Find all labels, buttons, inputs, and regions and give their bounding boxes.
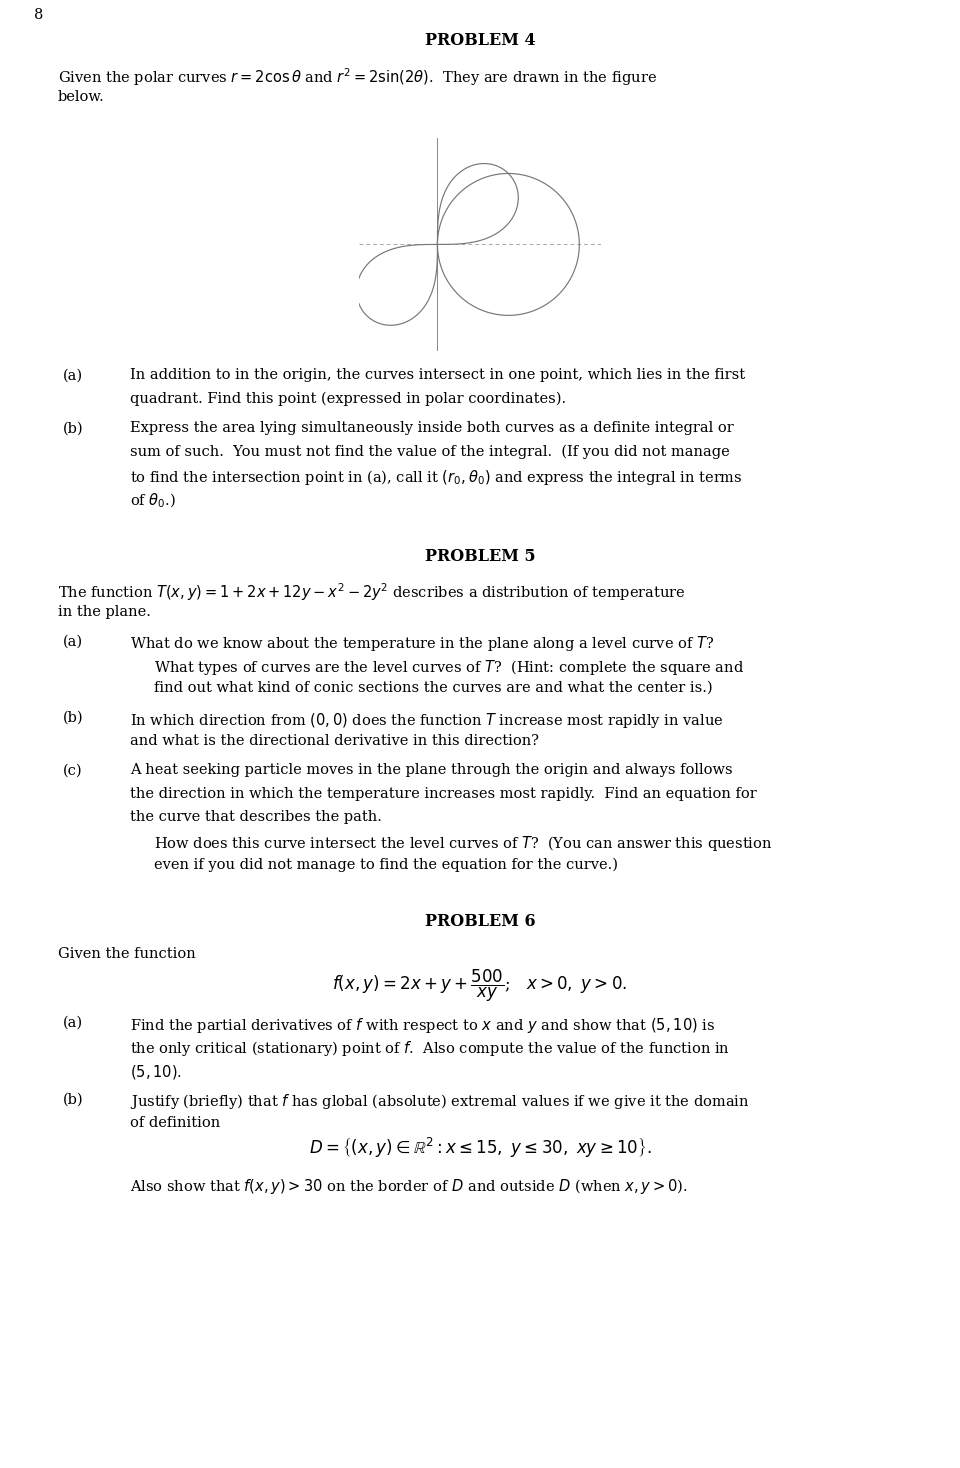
Text: $f(x,y) = 2x + y + \dfrac{500}{xy}$;$\quad x > 0,\ y > 0.$: $f(x,y) = 2x + y + \dfrac{500}{xy}$;$\qu… (332, 967, 628, 1004)
Text: Find the partial derivatives of $f$ with respect to $x$ and $y$ and show that $(: Find the partial derivatives of $f$ with… (130, 1016, 715, 1035)
Text: sum of such.  You must not find the value of the integral.  (If you did not mana: sum of such. You must not find the value… (130, 445, 730, 459)
Text: (a): (a) (62, 634, 83, 649)
Text: below.: below. (58, 90, 105, 104)
Text: (a): (a) (62, 1016, 83, 1031)
Text: In which direction from $(0,0)$ does the function $T$ increase most rapidly in v: In which direction from $(0,0)$ does the… (130, 711, 723, 730)
Text: of $\theta_0$.): of $\theta_0$.) (130, 492, 176, 511)
Text: How does this curve intersect the level curves of $T$?  (You can answer this que: How does this curve intersect the level … (154, 834, 772, 853)
Text: to find the intersection point in (a), call it $(r_0, \theta_0)$ and express the: to find the intersection point in (a), c… (130, 468, 742, 487)
Text: find out what kind of conic sections the curves are and what the center is.): find out what kind of conic sections the… (154, 681, 712, 696)
Text: What types of curves are the level curves of $T$?  (Hint: complete the square an: What types of curves are the level curve… (154, 658, 744, 677)
Text: the direction in which the temperature increases most rapidly.  Find an equation: the direction in which the temperature i… (130, 787, 756, 802)
Text: the curve that describes the path.: the curve that describes the path. (130, 810, 381, 825)
Text: (b): (b) (62, 421, 83, 436)
Text: Also show that $f(x,y)>30$ on the border of $D$ and outside $D$ (when $x, y > 0$: Also show that $f(x,y)>30$ on the border… (130, 1177, 687, 1196)
Text: of definition: of definition (130, 1116, 220, 1130)
Text: Express the area lying simultaneously inside both curves as a definite integral : Express the area lying simultaneously in… (130, 421, 733, 436)
Text: Given the polar curves $r = 2\cos\theta$ and $r^2 = 2\sin(2\theta)$.  They are d: Given the polar curves $r = 2\cos\theta$… (58, 66, 657, 88)
Text: $D = \left\{(x,y)\in\mathbb{R}^2 : x\leq 15,\ y\leq 30,\ xy\geq 10\right\}.$: $D = \left\{(x,y)\in\mathbb{R}^2 : x\leq… (309, 1136, 651, 1160)
Text: (a): (a) (62, 368, 83, 383)
Text: the only critical (stationary) point of $f$.  Also compute the value of the func: the only critical (stationary) point of … (130, 1039, 730, 1058)
Text: (c): (c) (62, 763, 82, 778)
Text: even if you did not manage to find the equation for the curve.): even if you did not manage to find the e… (154, 857, 617, 872)
Text: PROBLEM 4: PROBLEM 4 (424, 32, 536, 50)
Text: (b): (b) (62, 1092, 83, 1107)
Text: The function $T(x,y) = 1 + 2x + 12y - x^2 - 2y^2$ describes a distribution of te: The function $T(x,y) = 1 + 2x + 12y - x^… (58, 581, 685, 603)
Text: and what is the directional derivative in this direction?: and what is the directional derivative i… (130, 734, 539, 749)
Text: Given the function: Given the function (58, 947, 195, 962)
Text: What do we know about the temperature in the plane along a level curve of $T$?: What do we know about the temperature in… (130, 634, 713, 653)
Text: Justify (briefly) that $f$ has global (absolute) extremal values if we give it t: Justify (briefly) that $f$ has global (a… (130, 1092, 749, 1111)
Text: $(5, 10)$.: $(5, 10)$. (130, 1063, 181, 1080)
Text: In addition to in the origin, the curves intersect in one point, which lies in t: In addition to in the origin, the curves… (130, 368, 745, 383)
Text: quadrant. Find this point (expressed in polar coordinates).: quadrant. Find this point (expressed in … (130, 392, 565, 407)
Text: PROBLEM 5: PROBLEM 5 (424, 548, 536, 565)
Text: PROBLEM 6: PROBLEM 6 (424, 913, 536, 931)
Text: 8: 8 (34, 7, 43, 22)
Text: (b): (b) (62, 711, 83, 725)
Text: A heat seeking particle moves in the plane through the origin and always follows: A heat seeking particle moves in the pla… (130, 763, 732, 778)
Text: in the plane.: in the plane. (58, 605, 151, 619)
